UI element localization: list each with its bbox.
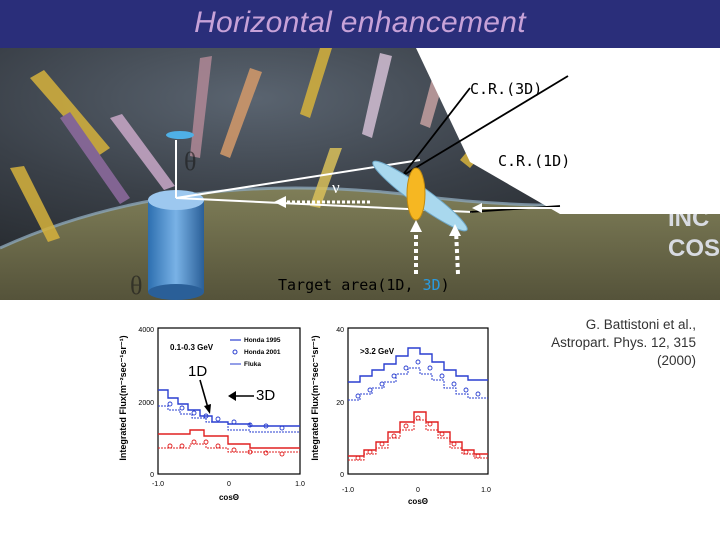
- target-area-1d: 1D: [386, 276, 405, 294]
- slide-title: Horizontal enhancement: [194, 6, 526, 39]
- cr3d-label: C.R.(3D): [470, 80, 543, 98]
- neutrino-label: ν: [332, 178, 340, 197]
- target-area-sep: ,: [404, 276, 423, 294]
- right-ytick-40: 40: [336, 327, 344, 334]
- target-area-3d: 3D: [422, 276, 441, 294]
- background-text-cosm: COSM: [668, 235, 720, 262]
- left-ytick-0: 0: [150, 472, 154, 479]
- target-area-label: Target area(1D, 3D): [278, 276, 450, 294]
- target-area-arrows: [414, 228, 460, 275]
- citation-authors: G. Battistoni et al.,: [585, 317, 696, 332]
- left-ylabel: Integrated Flux(m⁻²sec⁻¹sr⁻¹): [118, 335, 128, 460]
- left-ytick-4000: 4000: [138, 327, 154, 334]
- left-xtick-max: 1.0: [295, 481, 305, 488]
- right-xtick-max: 1.0: [481, 487, 491, 494]
- right-ytick-0: 0: [340, 472, 344, 479]
- target-arrow-head-3d: [449, 224, 461, 236]
- cr1d-label: C.R.(1D): [498, 152, 571, 170]
- title-bar: [0, 0, 720, 48]
- detector: [148, 190, 204, 300]
- left-xlabel: cosΘ: [219, 493, 239, 502]
- horizontal-arrows: [274, 196, 576, 213]
- cr3d-ray-left: [401, 87, 471, 177]
- target-disc-1d: [406, 167, 426, 221]
- left-energy-label: 0.1-0.3 GeV: [170, 343, 214, 352]
- legend-fluka: Fluka: [244, 361, 261, 368]
- right-plot: Integrated Flux(m⁻²sec⁻¹sr⁻¹) 40 20 0 -1…: [310, 327, 491, 506]
- citation: G. Battistoni et al., Astropart. Phys. 1…: [496, 316, 696, 370]
- cosmic-ray-photo: INC COSM θ θ: [0, 48, 720, 300]
- right-energy-label: >3.2 GeV: [360, 347, 395, 356]
- target-area-suffix: ): [440, 276, 450, 294]
- left-plot: Integrated Flux(m⁻²sec⁻¹sr⁻¹) 4000 2000 …: [118, 327, 305, 502]
- left-xtick-min: -1.0: [152, 481, 164, 488]
- legend-honda2001: Honda 2001: [244, 349, 281, 356]
- citation-year: (2000): [656, 353, 696, 368]
- right-ytick-20: 20: [336, 400, 344, 407]
- citation-journal: Astropart. Phys. 12, 315: [551, 335, 696, 350]
- callout-3d: 3D: [256, 387, 275, 404]
- photo-illustration: INC COSM θ θ: [0, 48, 720, 300]
- right-xtick-min: -1.0: [342, 487, 354, 494]
- legend-honda1995: Honda 1995: [244, 337, 281, 344]
- annotation-panel: [416, 48, 720, 214]
- vertical-target-disc: [166, 131, 194, 139]
- callout-1d: 1D: [188, 363, 207, 380]
- theta-symbol-lower: θ: [130, 271, 142, 300]
- right-xtick-zero: 0: [416, 487, 420, 494]
- right-ylabel: Integrated Flux(m⁻²sec⁻¹sr⁻¹): [310, 335, 320, 460]
- target-area-prefix: Target area(: [278, 276, 387, 294]
- right-xlabel: cosΘ: [408, 497, 428, 506]
- target-arrow-head-1d: [410, 220, 422, 232]
- cr3d-ray-right: [401, 75, 569, 177]
- left-xtick-zero: 0: [227, 481, 231, 488]
- theta-symbol-upper: θ: [184, 147, 196, 176]
- left-ytick-2000: 2000: [138, 400, 154, 407]
- flux-plots: Integrated Flux(m⁻²sec⁻¹sr⁻¹) 4000 2000 …: [118, 327, 491, 506]
